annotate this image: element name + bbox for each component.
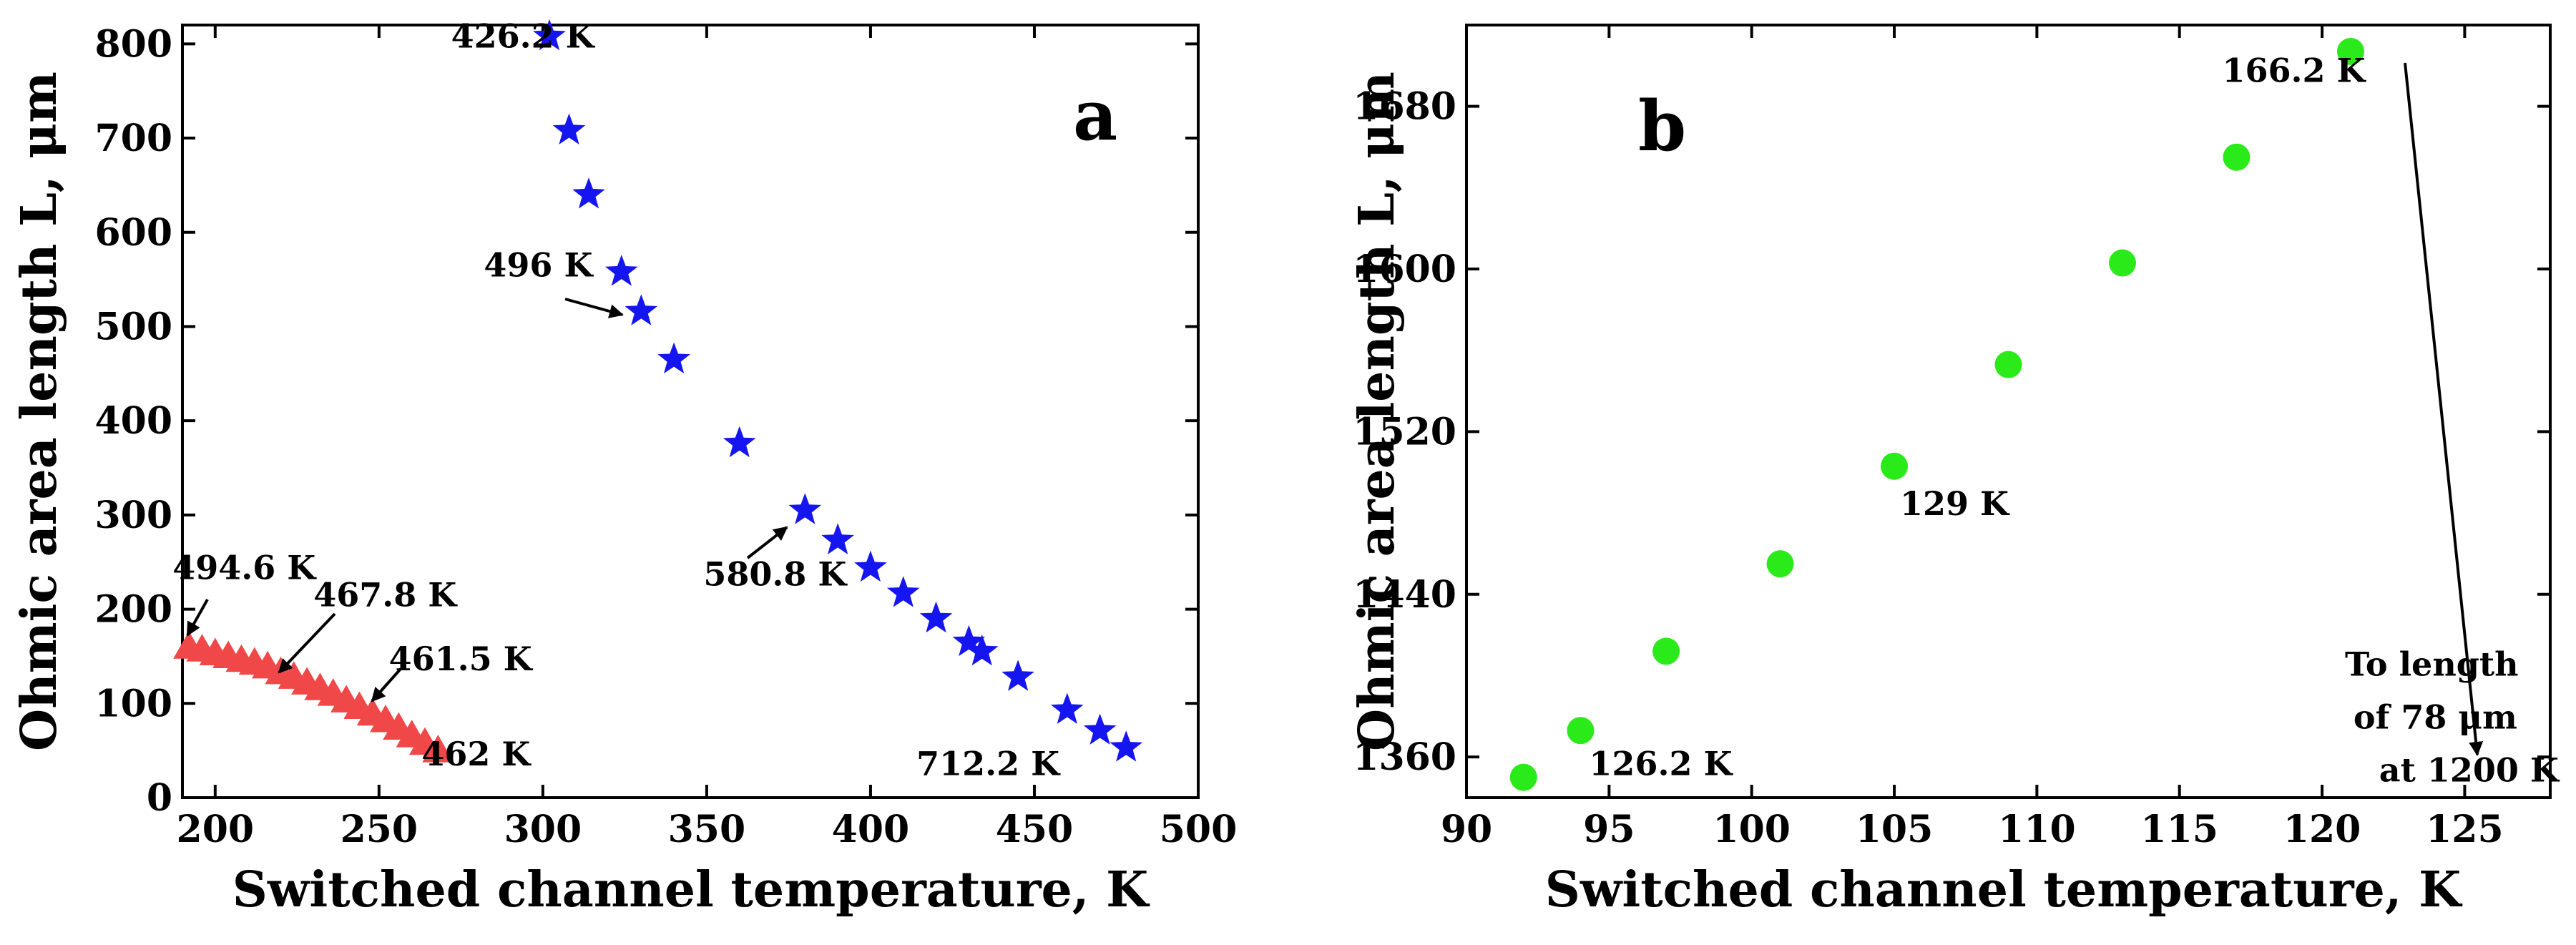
x-tick-label: 500 <box>1160 808 1238 851</box>
data-point-star <box>552 113 586 145</box>
chart-panel-a: 200 250 300 350 400 450 500 0 100 200 300 400 500 600… <box>11 17 1237 919</box>
y-tick-label: 1440 <box>1353 573 1456 617</box>
annotation-arrows-a <box>186 298 788 702</box>
data-point-circle <box>1994 351 2022 378</box>
chart-panel-b: 90 95 100 105 110 115 120 125 1360 1440 1520 1600 16… <box>1348 24 2560 919</box>
data-point-star <box>1001 660 1034 691</box>
x-axis-title-a: Switched channel temperature, K <box>232 861 1150 919</box>
annotation-label: 712.2 K <box>916 744 1061 783</box>
data-point-star <box>723 426 756 458</box>
data-point-star <box>965 634 999 666</box>
arrow-to-78um <box>2404 62 2484 756</box>
data-point-star <box>821 523 854 554</box>
x-tick-label: 450 <box>996 808 1074 851</box>
x-tick-label: 350 <box>668 808 746 851</box>
y-tick-label: 400 <box>94 399 172 443</box>
y-tick-label: 1680 <box>1353 85 1456 129</box>
annotation-label: 580.8 K <box>703 555 848 594</box>
y-tick-label: 1520 <box>1353 410 1456 454</box>
x-tick-label: 90 <box>1441 808 1492 851</box>
y-tick-label: 200 <box>94 588 172 632</box>
data-point-star <box>886 576 920 607</box>
x-tick-label: 120 <box>2283 808 2361 851</box>
data-point-star <box>572 177 605 209</box>
data-point-circle <box>1652 637 1680 665</box>
data-point-star <box>1050 692 1084 724</box>
data-points-b <box>1509 37 2364 791</box>
data-point-circle <box>2108 249 2136 277</box>
x-tick-label: 125 <box>2426 808 2504 851</box>
data-point-star <box>625 294 658 325</box>
annotation-label: To length <box>2345 645 2519 683</box>
data-point-star <box>919 601 953 633</box>
data-point-circle <box>2223 143 2251 171</box>
x-tick-label: 110 <box>1998 808 2076 851</box>
x-tick-label: 105 <box>1856 808 1934 851</box>
arrow-494k <box>186 599 209 637</box>
annotation-label: at 1200 K <box>2379 750 2560 789</box>
arrow-467k <box>278 612 336 674</box>
data-point-circle <box>1567 717 1595 745</box>
annotation-label: 494.6 K <box>172 548 317 587</box>
y-tick-label: 600 <box>94 211 172 255</box>
data-points-a <box>173 19 1143 763</box>
x-tick-label: 100 <box>1713 808 1791 851</box>
y-tick-label: 100 <box>94 682 172 725</box>
data-point-star <box>788 493 822 524</box>
arrow-496k <box>564 298 624 318</box>
data-point-star <box>533 19 566 51</box>
y-tick-label: 300 <box>94 494 172 537</box>
annotation-label: 426.2 K <box>451 17 596 56</box>
data-point-star <box>1110 730 1143 762</box>
x-tick-label: 300 <box>504 808 582 851</box>
x-tick-label: 115 <box>2140 808 2218 851</box>
x-tick-label: 200 <box>177 808 255 851</box>
arrow-580k <box>746 526 788 559</box>
annotations-b: 166.2 K 129 K 126.2 K To length of 78 μm at 1… <box>1589 52 2560 790</box>
data-point-circle <box>1509 763 1537 791</box>
y-axis-title-b: Ohmic area length L, μm <box>1348 72 1406 751</box>
arrow-461k <box>371 667 402 702</box>
data-point-circle <box>2336 37 2364 65</box>
annotation-label: 462 K <box>421 735 532 773</box>
panel-label-a: a <box>1073 75 1117 156</box>
data-point-star <box>854 550 887 582</box>
axis-ticks-a: 200 250 300 350 400 450 500 0 100 200 300 400 500 600… <box>94 22 1237 851</box>
data-point-circle <box>1881 452 1909 480</box>
data-point-star <box>657 342 690 373</box>
x-tick-label: 250 <box>341 808 418 851</box>
annotation-label: 166.2 K <box>2223 52 2367 90</box>
data-point-star <box>952 625 986 657</box>
annotation-label: 126.2 K <box>1589 745 1733 783</box>
panel-label-b: b <box>1638 86 1686 167</box>
annotation-label: 496 K <box>484 246 594 285</box>
y-axis-title-a: Ohmic area length L, μm <box>11 72 68 751</box>
data-point-circle <box>1766 550 1794 578</box>
y-tick-label: 1360 <box>1353 735 1456 779</box>
x-axis-title-b: Switched channel temperature, K <box>1545 861 2463 919</box>
axis-ticks-b: 90 95 100 105 110 115 120 125 1360 1440 1520 1600 16… <box>1353 25 2550 851</box>
annotation-label: 467.8 K <box>313 576 458 615</box>
plot-area-frame-a <box>181 24 1200 799</box>
data-point-star <box>605 255 638 286</box>
data-point-star <box>1083 713 1117 745</box>
y-tick-label: 700 <box>94 117 172 160</box>
y-tick-label: 800 <box>94 22 172 66</box>
y-tick-label: 500 <box>94 305 172 348</box>
data-point-triangle <box>422 735 454 763</box>
x-tick-label: 95 <box>1583 808 1635 851</box>
y-tick-label: 0 <box>147 776 172 820</box>
plot-area-frame-b <box>1465 24 2552 799</box>
y-tick-label: 1600 <box>1353 248 1456 291</box>
annotation-label: of 78 μm <box>2354 697 2517 736</box>
annotation-label: 461.5 K <box>389 640 534 678</box>
x-tick-label: 400 <box>832 808 910 851</box>
annotation-label: 129 K <box>1900 484 2010 523</box>
